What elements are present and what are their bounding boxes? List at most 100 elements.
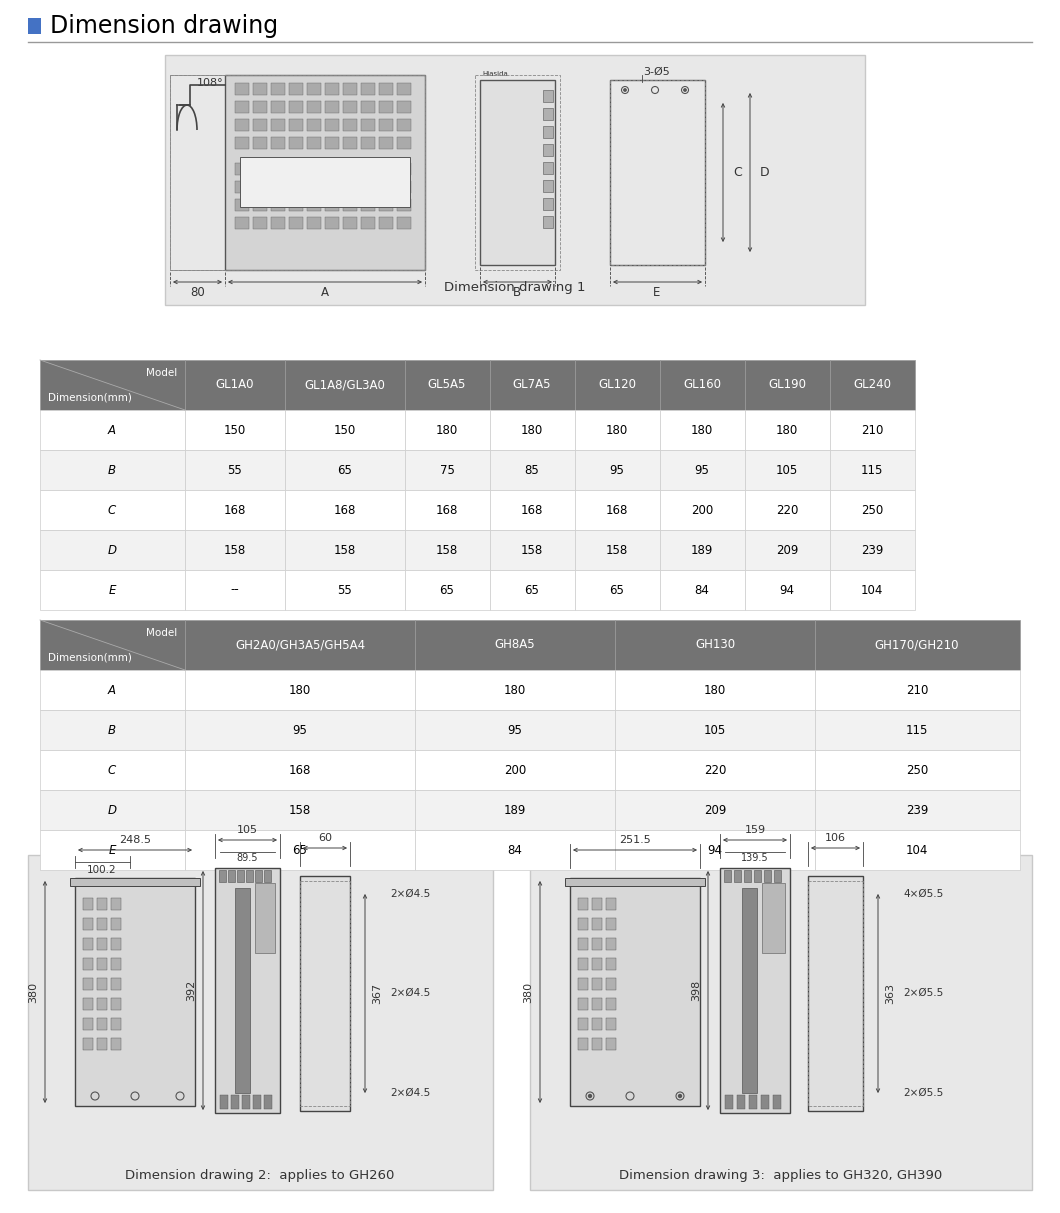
Text: 75: 75	[440, 463, 455, 477]
Bar	[815, 830, 1020, 870]
Bar	[398, 119, 411, 131]
Text: E: E	[108, 843, 116, 856]
Bar	[591, 1038, 602, 1050]
Bar	[264, 1095, 272, 1109]
Bar	[253, 101, 267, 113]
Bar	[490, 410, 575, 450]
Bar	[40, 710, 185, 750]
Bar	[361, 137, 375, 149]
Bar	[565, 878, 705, 885]
Bar	[379, 217, 393, 229]
Bar	[285, 490, 405, 530]
Bar	[815, 750, 1020, 790]
Bar	[745, 360, 830, 410]
Bar	[660, 450, 745, 490]
Circle shape	[684, 89, 686, 91]
Bar	[490, 490, 575, 530]
Text: 60: 60	[318, 833, 332, 843]
Bar	[591, 938, 602, 950]
Bar	[98, 978, 107, 990]
Text: 65: 65	[293, 843, 307, 856]
Bar	[300, 881, 350, 1106]
Text: 95: 95	[694, 463, 709, 477]
Bar	[830, 450, 915, 490]
Bar	[255, 870, 262, 882]
Bar	[289, 82, 303, 95]
Bar	[575, 360, 660, 410]
Text: 100.2: 100.2	[87, 865, 117, 875]
Bar	[40, 450, 185, 490]
Text: GL190: GL190	[768, 378, 806, 392]
Bar	[186, 790, 416, 830]
Bar	[343, 82, 357, 95]
Text: 367: 367	[372, 983, 382, 1003]
Text: 158: 158	[334, 543, 356, 557]
Text: 115: 115	[906, 723, 929, 736]
Bar	[830, 490, 915, 530]
Bar	[591, 998, 602, 1010]
Text: 250: 250	[861, 503, 883, 517]
Bar	[543, 216, 553, 228]
Bar	[615, 670, 815, 710]
Text: B: B	[108, 723, 116, 736]
Bar	[343, 217, 357, 229]
Bar	[235, 199, 249, 211]
Text: A: A	[108, 683, 116, 696]
Text: 168: 168	[606, 503, 629, 517]
Bar	[28, 18, 41, 34]
Bar	[300, 876, 350, 1111]
Text: E: E	[108, 583, 116, 597]
Bar	[745, 570, 830, 610]
Bar	[225, 75, 425, 270]
Text: GH130: GH130	[695, 638, 735, 651]
Bar	[405, 410, 490, 450]
Text: 2×Ø5.5: 2×Ø5.5	[903, 989, 943, 998]
Bar	[830, 360, 915, 410]
Text: 189: 189	[504, 803, 526, 816]
Bar	[490, 360, 575, 410]
Bar	[815, 710, 1020, 750]
Bar	[749, 1095, 757, 1109]
Circle shape	[623, 89, 626, 91]
Bar	[271, 199, 285, 211]
Bar	[615, 790, 815, 830]
Bar	[186, 530, 285, 570]
Bar	[271, 101, 285, 113]
Bar	[575, 410, 660, 450]
Bar	[398, 217, 411, 229]
Bar	[830, 410, 915, 450]
Bar	[745, 450, 830, 490]
Bar	[815, 790, 1020, 830]
Text: GL120: GL120	[598, 378, 636, 392]
Text: Dimension(mm): Dimension(mm)	[48, 392, 131, 402]
Bar	[111, 958, 121, 970]
Bar	[416, 750, 615, 790]
Bar	[745, 490, 830, 530]
Bar	[325, 119, 339, 131]
Text: 210: 210	[906, 683, 929, 696]
Bar	[405, 450, 490, 490]
Bar	[660, 360, 745, 410]
Text: 158: 158	[436, 543, 458, 557]
Bar	[98, 918, 107, 930]
Bar	[83, 918, 93, 930]
Text: 200: 200	[691, 503, 713, 517]
Text: A: A	[108, 423, 116, 437]
Bar	[343, 119, 357, 131]
Bar	[416, 620, 615, 670]
Bar	[606, 918, 616, 930]
Bar	[615, 620, 815, 670]
Bar	[289, 199, 303, 211]
Text: Dimension drawing 2:  applies to GH260: Dimension drawing 2: applies to GH260	[125, 1168, 394, 1181]
Bar	[70, 878, 200, 885]
Bar	[610, 80, 705, 264]
Bar	[285, 360, 405, 410]
Circle shape	[588, 1094, 591, 1098]
Text: 2×Ø4.5: 2×Ø4.5	[390, 1088, 430, 1098]
Bar	[543, 90, 553, 102]
Text: 180: 180	[606, 423, 629, 437]
Text: 150: 150	[224, 423, 246, 437]
Bar	[744, 870, 750, 882]
Bar	[398, 82, 411, 95]
Bar	[591, 978, 602, 990]
